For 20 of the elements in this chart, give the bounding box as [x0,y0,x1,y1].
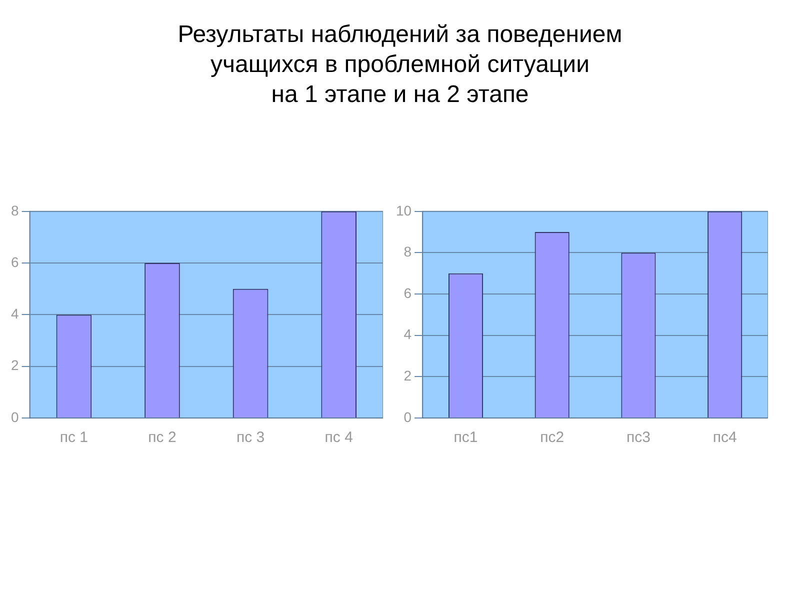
y-tick-label: 4 [10,306,19,322]
x-tick-label: пс 1 [60,429,88,446]
y-tick-label: 4 [404,326,412,342]
x-tick-label: пс 2 [148,429,176,446]
y-tick-label: 2 [10,357,19,374]
y-tick-label: 0 [10,408,19,425]
y-tick-label: 6 [404,284,412,301]
y-tick-label: 10 [396,202,412,218]
x-tick-label: пс3 [626,429,650,446]
x-tick-label: пс4 [712,429,737,446]
y-tick-label: 8 [404,244,412,260]
x-tick-label: пс2 [540,429,564,446]
y-tick-label: 2 [404,368,412,384]
x-tick-label: пс 4 [324,429,353,446]
x-tick-label: пс 3 [236,429,265,446]
x-tick-label: пс1 [454,429,478,446]
chart-title: Результаты наблюдений за поведением учащихся в проблемной ситуации на 1 этапе и на 2 этапе [176,20,624,110]
y-tick-label: 0 [404,408,412,425]
y-tick-label: 6 [10,254,19,270]
y-tick-label: 8 [10,202,19,218]
